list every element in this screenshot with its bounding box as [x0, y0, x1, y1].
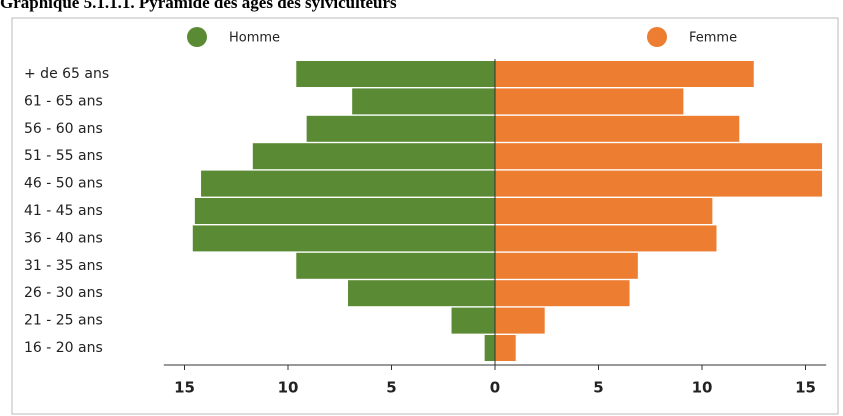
chart-title: Graphique 5.1.1.1. Pyramide des âges des…: [0, 0, 397, 12]
bar: [296, 252, 495, 279]
y-tick-label: 46 - 50 ans: [24, 176, 103, 192]
bar: [495, 307, 545, 334]
y-tick-label: + de 65 ans: [24, 66, 109, 82]
bar: [495, 225, 717, 252]
legend-label: Femme: [689, 31, 737, 46]
y-tick-label: 56 - 60 ans: [24, 121, 103, 137]
legend-swatch: [647, 27, 667, 47]
y-tick-label: 36 - 40 ans: [24, 230, 103, 246]
bar: [495, 115, 740, 142]
y-tick-label: 51 - 55 ans: [24, 148, 103, 164]
x-tick-label: 5: [593, 379, 603, 397]
bar: [348, 280, 495, 307]
bar: [194, 198, 495, 224]
bar: [495, 335, 516, 361]
x-tick-label: 5: [386, 379, 396, 397]
x-tick-label: 15: [174, 379, 195, 397]
x-tick-label: 10: [278, 379, 299, 397]
bar: [484, 335, 495, 361]
bar: [495, 61, 754, 87]
bar: [495, 88, 684, 115]
y-tick-label: 21 - 25 ans: [24, 313, 103, 329]
bar: [306, 115, 495, 142]
x-tick-label: 0: [490, 379, 500, 397]
y-tick-label: 26 - 30 ans: [24, 285, 103, 301]
bar: [495, 143, 823, 170]
x-tick-label: 10: [692, 379, 713, 397]
bar: [201, 170, 495, 197]
frame: [11, 17, 839, 415]
legend-swatch: [187, 27, 207, 47]
bar: [495, 280, 630, 307]
bar: [252, 143, 495, 170]
bar: [192, 225, 495, 252]
y-tick-label: 61 - 65 ans: [24, 93, 103, 109]
bar: [495, 170, 823, 197]
bar: [352, 88, 495, 115]
bar: [451, 307, 495, 334]
y-tick-label: 31 - 35 ans: [24, 258, 103, 274]
y-tick-label: 16 - 20 ans: [24, 340, 103, 356]
bar: [495, 198, 713, 224]
y-tick-label: 41 - 45 ans: [24, 203, 103, 219]
bar: [296, 61, 495, 87]
bar: [495, 252, 638, 279]
legend-label: Homme: [229, 31, 280, 46]
x-tick-label: 15: [795, 379, 816, 397]
